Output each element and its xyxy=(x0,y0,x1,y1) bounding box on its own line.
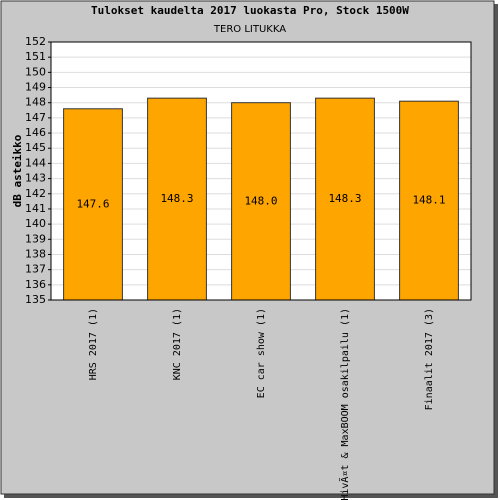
bar xyxy=(147,97,207,301)
bar xyxy=(231,102,291,301)
x-tick-label: Finaalit 2017 (3) xyxy=(424,308,435,410)
y-tick-label: 140 xyxy=(25,217,46,230)
chart-subtitle: TERO LITUKKA xyxy=(213,24,286,35)
y-tick-label: 146 xyxy=(25,126,46,139)
x-tick-label: HRS 2017 (1) xyxy=(88,308,99,380)
y-tick-label: 137 xyxy=(25,263,46,276)
y-tick-label: 147 xyxy=(25,111,46,124)
value-label: 148.0 xyxy=(244,194,277,207)
bar xyxy=(399,100,459,301)
y-tick-label: 148 xyxy=(25,96,46,109)
y-tick-label: 141 xyxy=(25,202,46,215)
y-tick-label: 149 xyxy=(25,81,46,94)
y-tick-label: 145 xyxy=(25,141,46,154)
y-tick-label: 150 xyxy=(25,65,46,78)
value-label: 148.3 xyxy=(160,192,193,205)
y-tick-label: 151 xyxy=(25,50,46,63)
plot-border xyxy=(50,41,472,301)
y-tick-label: 152 xyxy=(25,35,46,48)
chart-title: Tulokset kaudelta 2017 luokasta Pro, Sto… xyxy=(91,4,409,17)
y-axis-label: dB asteikko xyxy=(11,134,24,207)
y-tick-label: 135 xyxy=(25,293,46,306)
y-tick-label: 142 xyxy=(25,187,46,200)
value-label: 148.1 xyxy=(412,194,445,207)
bar xyxy=(315,97,375,301)
x-tick-label: HivÃ¤t & MaxBOOM osakilpailu (1) xyxy=(338,308,351,500)
x-tick-label: KNC 2017 (1) xyxy=(172,308,183,380)
y-tick-label: 136 xyxy=(25,278,46,291)
y-tick-label: 143 xyxy=(25,172,46,185)
value-label: 147.6 xyxy=(76,197,109,210)
bar xyxy=(63,108,123,301)
x-tick-label: EC car show (1) xyxy=(256,308,267,398)
value-label: 148.3 xyxy=(328,192,361,205)
y-tick-label: 144 xyxy=(25,156,46,169)
y-tick-label: 138 xyxy=(25,247,46,260)
y-tick-label: 139 xyxy=(25,232,46,245)
